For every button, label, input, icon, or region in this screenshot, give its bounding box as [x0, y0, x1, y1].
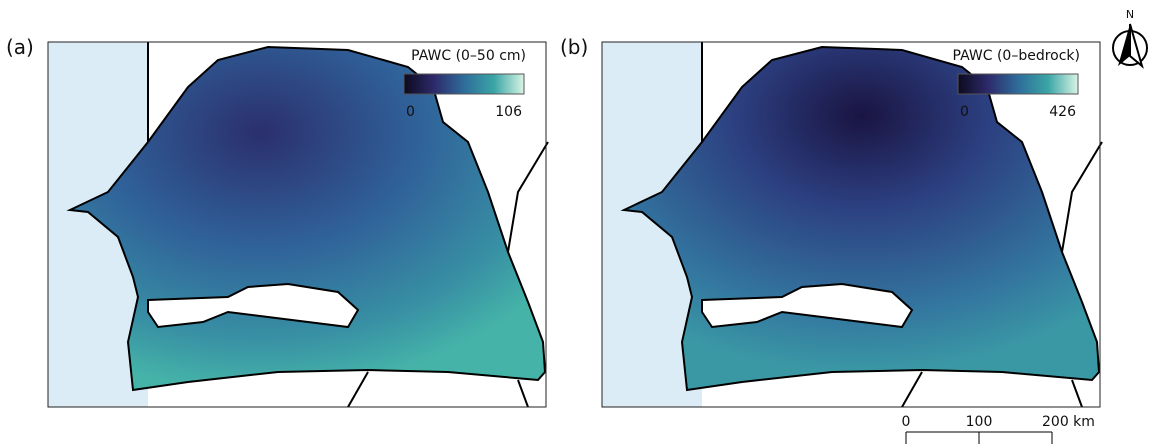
legend-title: PAWC (0–bedrock) [953, 48, 1080, 64]
colorbar-min: 0 [406, 104, 415, 120]
north-label: N [1126, 8, 1134, 21]
panel-label: (a) [6, 35, 34, 59]
colorbar-max: 106 [495, 104, 522, 120]
map-frame [601, 41, 1101, 408]
legend-title: PAWC (0–50 cm) [411, 48, 526, 64]
colorbar-max: 426 [1049, 104, 1076, 120]
colorbar [403, 73, 525, 95]
scale-label: 0 [902, 414, 911, 430]
north-arrow: N [1112, 8, 1148, 69]
map-frame [47, 41, 547, 408]
scale-bar: 0 100 200 km [902, 414, 1095, 444]
panel-label: (b) [560, 35, 588, 59]
scale-label: 200 km [1042, 414, 1095, 430]
scale-label: 100 [966, 414, 993, 430]
colorbar [957, 73, 1079, 95]
map-panel: PAWC (0–50 cm) 0 106 [47, 41, 549, 408]
colorbar-min: 0 [960, 104, 969, 120]
map-panel: PAWC (0–bedrock) 0 426 [601, 41, 1103, 408]
